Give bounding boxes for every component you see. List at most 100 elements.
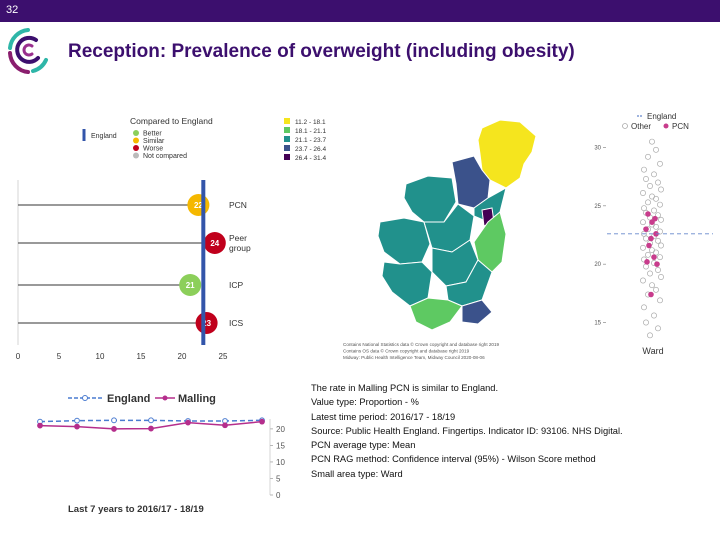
ward-legend-england-label: England	[647, 112, 676, 121]
comparison-legend-label: Better	[143, 131, 162, 138]
info-line-small-area: Small area type: Ward	[311, 468, 403, 479]
ward-other-point	[653, 146, 659, 153]
comparison-x-tick-label: 5	[57, 352, 62, 361]
ward-other-point	[657, 297, 663, 304]
ward-other-point	[657, 254, 663, 261]
ward-legend-other-swatch	[622, 123, 628, 129]
comparison-legend-title: Compared to England	[130, 116, 213, 126]
comparison-x-tick-label: 20	[178, 352, 187, 361]
comparison-x-tick-label: 25	[219, 352, 228, 361]
ward-pcn-point	[645, 211, 651, 217]
trend-england-point	[111, 417, 117, 424]
comparison-dot	[195, 312, 218, 334]
ward-pcn-point	[648, 235, 654, 242]
comparison-value-label: 21	[186, 281, 195, 290]
ward-other-point	[651, 207, 657, 214]
ward-other-point	[645, 251, 651, 258]
ward-other-point	[651, 171, 657, 178]
trend-legend-malling-label: Malling	[178, 393, 216, 405]
trend-y-tick-label: 20	[276, 425, 285, 434]
ward-other-point	[658, 274, 664, 280]
ward-pcn-point	[648, 291, 654, 298]
ward-other-point	[640, 277, 646, 284]
ring-logo-icon	[8, 28, 48, 74]
ward-y-tick-label: 25	[594, 204, 601, 210]
map-legend-swatch	[284, 154, 290, 160]
ward-y-tick-label: 15	[594, 321, 601, 327]
map-area-north-east	[477, 119, 537, 189]
ward-other-point	[641, 304, 647, 311]
ward-map	[377, 119, 537, 331]
info-line-value-type: Value type: Proportion - %	[311, 397, 419, 408]
ward-other-point	[640, 219, 646, 226]
map-credit-line: Contains OS data © Crown copyright and d…	[343, 348, 470, 354]
ward-other-point	[645, 153, 651, 160]
ward-other-point	[643, 263, 649, 270]
map-legend: 11.2 - 18.1 18.1 - 21.1 21.1 - 23.7 23.7 - …	[284, 118, 326, 162]
ward-pcn-point	[644, 259, 650, 265]
trend-malling-point	[111, 426, 117, 432]
comparison-dot	[203, 232, 226, 254]
ward-other-point	[653, 223, 659, 230]
trend-y-tick-label: 10	[276, 458, 285, 467]
comparison-legend-swatch	[133, 137, 139, 144]
comparison-category-label: ICS	[229, 318, 244, 328]
ward-other-point	[657, 160, 663, 167]
ward-y-tick-label: 20	[594, 262, 601, 268]
ward-other-point	[653, 195, 659, 202]
ward-other-point	[647, 332, 653, 339]
ward-other-point	[643, 176, 649, 182]
comparison-value-label: 23	[202, 319, 211, 328]
ward-pcn-point	[651, 254, 657, 260]
comparison-legend-label: Not compared	[143, 153, 187, 160]
ward-other-point	[649, 247, 655, 254]
ward-other-point	[658, 186, 664, 193]
page-title: Reception: Prevalence of overweight (inc…	[68, 41, 575, 62]
map-credit-line: Midway: Public Health Intelligence Team,…	[343, 355, 485, 360]
comparison-x-tick-label: 0	[16, 352, 21, 361]
trend-malling-point	[148, 425, 154, 432]
trend-england-point	[148, 417, 154, 424]
ward-other-point	[649, 193, 655, 200]
ward-other-point	[645, 199, 651, 206]
ward-other-point	[643, 235, 649, 242]
trend-legend-england-label: England	[107, 393, 150, 405]
map-legend-swatch	[284, 145, 290, 151]
ward-other-point	[655, 179, 661, 186]
comparison-value-label: 22	[194, 201, 203, 210]
ward-other-point	[658, 216, 664, 223]
trend-legend-england-marker	[82, 395, 88, 401]
ward-other-point	[655, 267, 661, 273]
map-legend-swatch	[284, 118, 290, 124]
map-legend-label: 23.7 - 26.4	[295, 146, 326, 153]
map-legend-label: 11.2 - 18.1	[295, 119, 326, 126]
map-legend-label: 21.1 - 23.7	[295, 137, 326, 144]
ward-other-point	[658, 242, 664, 249]
ward-other-point	[640, 190, 646, 196]
map-area-south-green	[409, 297, 463, 331]
comparison-legend-label: Worse	[143, 146, 163, 153]
ward-other-point	[649, 282, 655, 289]
comparison-category-label: ICP	[229, 280, 244, 290]
comparison-category-label: PCN	[229, 200, 247, 210]
ward-other-point	[649, 138, 655, 145]
comparison-dot	[179, 274, 202, 296]
ward-other-point	[643, 319, 649, 326]
map-legend-swatch	[284, 136, 290, 142]
ward-other-point	[657, 201, 663, 208]
ward-x-label: Ward	[642, 346, 663, 356]
trend-x-label: Last 7 years to 2016/17 - 18/19	[68, 504, 204, 515]
map-credit-line: Contains National Statistics data © Crow…	[343, 341, 500, 347]
map-area-north-west	[403, 175, 457, 223]
ward-legend-pcn-label: PCN	[672, 122, 689, 131]
trend-malling-point	[259, 418, 265, 425]
slide-number: 32	[6, 4, 19, 16]
ward-pcn-point	[643, 226, 649, 232]
trend-malling-point	[74, 423, 80, 430]
ward-pcn-point	[649, 219, 655, 225]
ward-y-tick-label: 30	[594, 146, 601, 152]
ward-other-point	[640, 244, 646, 251]
trend-y-tick-label: 5	[276, 474, 281, 483]
